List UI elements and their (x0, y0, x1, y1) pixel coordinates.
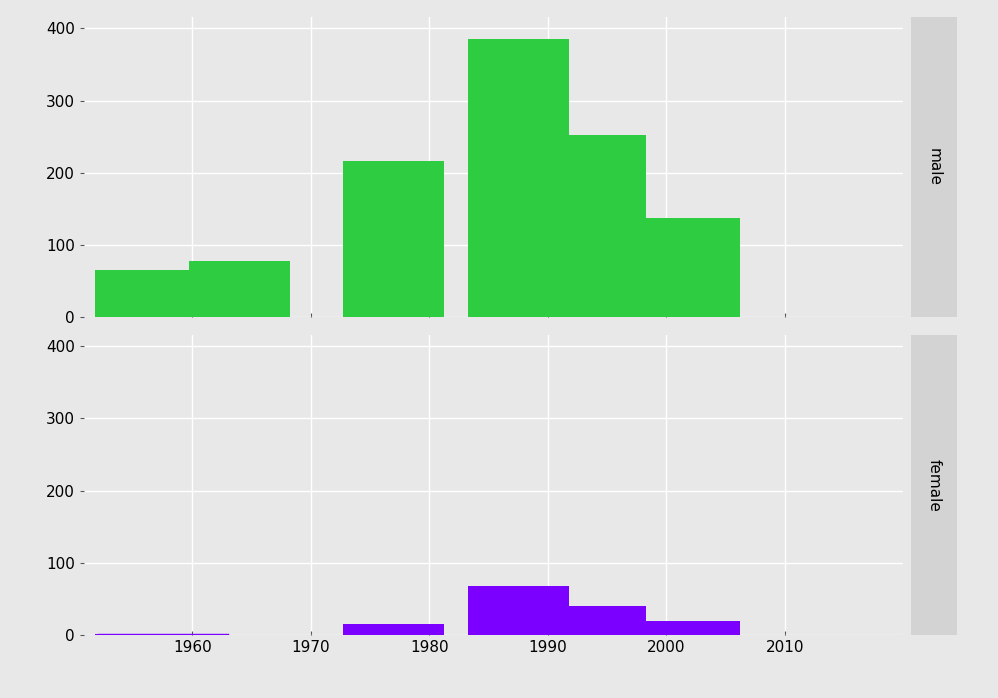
Bar (95, 634, 196, 635)
Bar (468, 586, 569, 635)
Bar (640, 621, 741, 635)
Bar (545, 135, 646, 318)
Bar (468, 39, 569, 318)
Bar (190, 261, 290, 318)
Bar (343, 161, 444, 318)
Bar (640, 218, 741, 318)
Bar (95, 270, 196, 318)
Bar (343, 623, 444, 635)
Bar (545, 607, 646, 635)
